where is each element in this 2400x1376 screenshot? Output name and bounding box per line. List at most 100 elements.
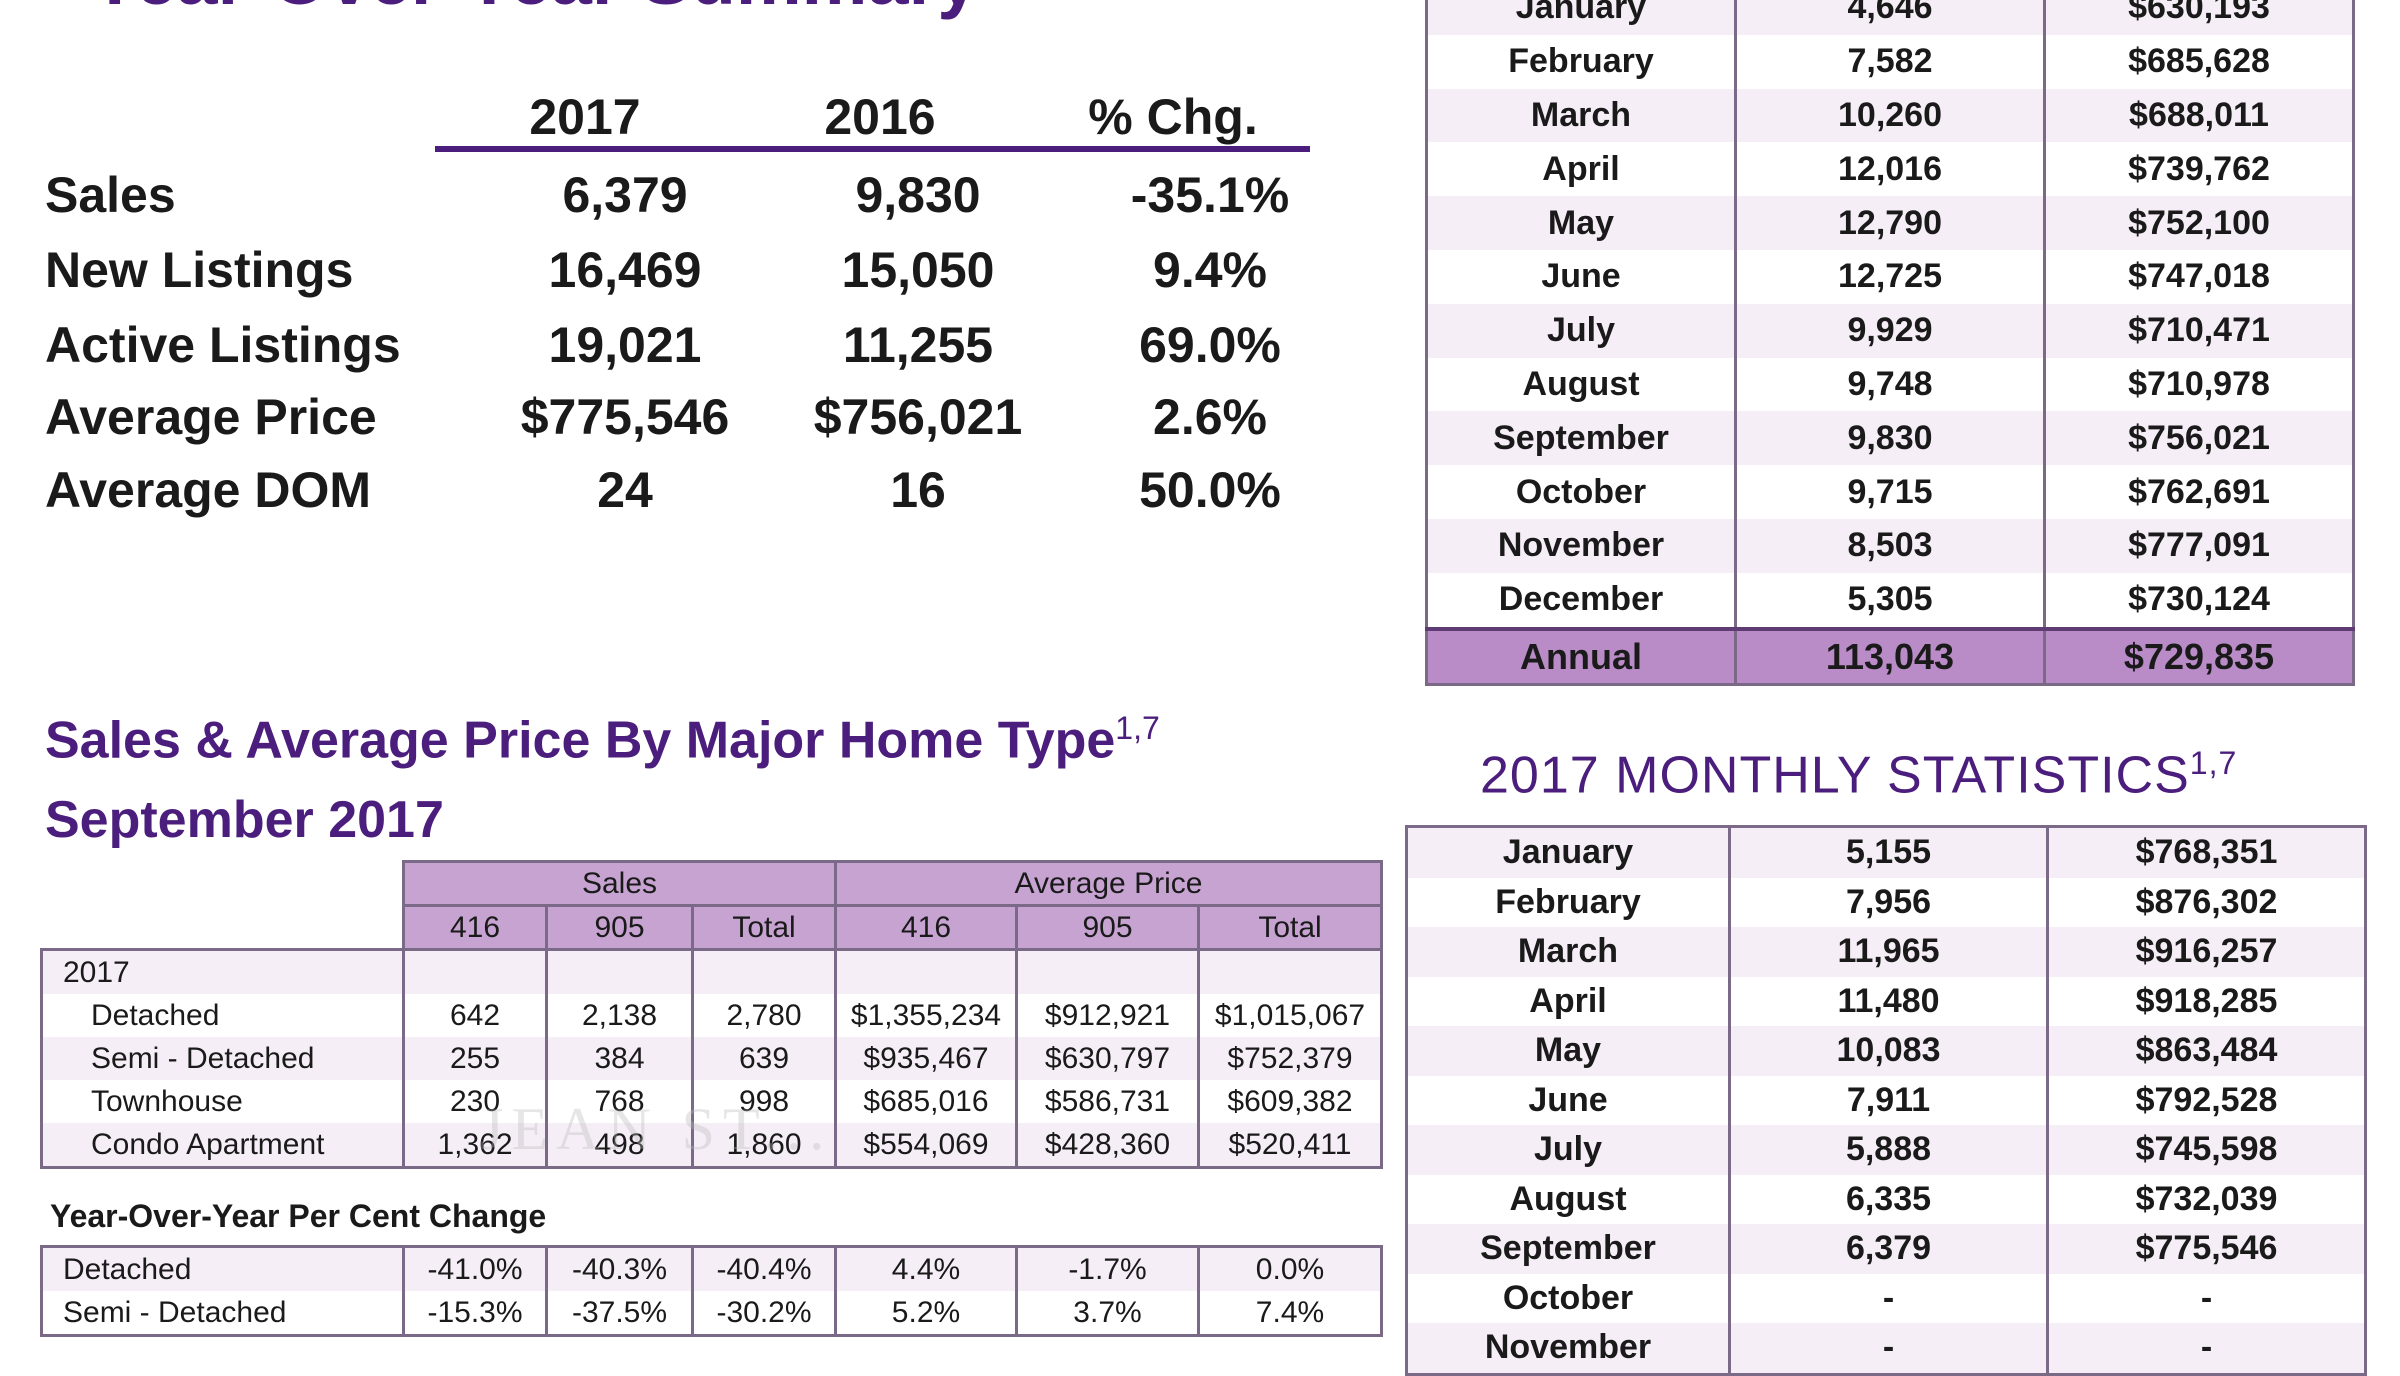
table-row: February 7,582 $685,628: [1427, 34, 2354, 89]
price-cell: $739,762: [2043, 142, 2354, 197]
watermark: JEAN ST...: [480, 1096, 833, 1162]
yoy-change-table-wrap: Detached -41.0% -40.3% -40.4% 4.4% -1.7%…: [40, 1245, 1383, 1337]
table-row: November 8,503 $777,091: [1426, 518, 2354, 573]
price-cell: $688,011: [2043, 88, 2354, 143]
month-cell: November: [1497, 526, 1665, 565]
col-header: Total: [691, 904, 837, 951]
sales-cell: 7,582: [1734, 34, 2045, 89]
change-value: -37.5%: [545, 1291, 693, 1336]
sales-cell: 5,888: [1728, 1125, 2048, 1175]
change-value: -1.7%: [1015, 1246, 1199, 1291]
yoy-change-title: Year-Over-Year Per Cent Change: [50, 1198, 547, 1234]
type-value: $752,379: [1197, 1037, 1382, 1080]
year-label: 2017: [63, 955, 130, 989]
yoy-row-average-price: Average Price $775,546 $756,021 2.6%: [45, 382, 1335, 452]
group-price-header: Average Price: [834, 860, 1383, 907]
type-name: Detached: [91, 998, 220, 1032]
price-cell: $710,471: [2043, 303, 2354, 358]
sales-cell: 6,335: [1728, 1174, 2048, 1224]
monthly-title-superscript: 1,7: [2189, 745, 2238, 781]
sales-cell: 11,480: [1728, 976, 2048, 1026]
type-value: $685,016: [834, 1080, 1017, 1123]
table-row: November - -: [1406, 1323, 2366, 1374]
change-value: 7.4%: [1197, 1291, 1382, 1336]
yoy-row-label: New Listings: [45, 242, 354, 298]
type-value: 384: [545, 1037, 693, 1080]
sales-cell: 9,715: [1734, 465, 2045, 519]
sales-cell: 5,155: [1728, 826, 2048, 878]
yoy-value-change: 2.6%: [1153, 389, 1267, 445]
yoy-value-change: -35.1%: [1130, 167, 1290, 223]
col-header: 416: [402, 904, 548, 951]
yoy-summary-title: Year-Over-Year Summary: [90, 0, 979, 16]
change-value: -30.2%: [691, 1291, 836, 1336]
type-value: 2,138: [545, 994, 693, 1037]
month-cell: March: [1530, 95, 1632, 134]
col-header: 905: [1015, 904, 1200, 951]
month-cell: October: [1502, 1278, 1634, 1317]
home-type-column-header: 416 905 Total 416 905 Total: [42, 904, 1383, 951]
price-cell: $768,351: [2046, 826, 2366, 878]
sales-cell: -: [1728, 1323, 2048, 1374]
sales-cell: -: [1728, 1273, 2048, 1323]
table-row: Condo Apartment 1,362 498 1,860 $554,069…: [41, 1123, 1382, 1168]
sales-cell: 9,748: [1734, 357, 2045, 412]
yoy-row-label: Average Price: [45, 389, 377, 445]
month-cell: January: [1502, 833, 1634, 872]
price-cell: $777,091: [2043, 518, 2354, 573]
group-sales-header: Sales: [402, 860, 837, 907]
type-value: 1,860: [691, 1123, 836, 1168]
change-value: 0.0%: [1197, 1246, 1382, 1291]
type-name: Semi - Detached: [91, 1041, 315, 1075]
price-cell: -: [2046, 1273, 2366, 1323]
type-value: 255: [402, 1037, 547, 1080]
month-cell: December: [1498, 580, 1664, 619]
price-cell: $685,628: [2043, 34, 2354, 89]
month-cell: May: [1534, 1031, 1602, 1070]
change-value: 5.2%: [834, 1291, 1017, 1336]
col-header: 905: [545, 904, 694, 951]
price-cell: $747,018: [2043, 249, 2354, 304]
month-cell: April: [1542, 149, 1620, 188]
yoy-header-2016: 2016: [824, 89, 936, 145]
table-row: February 7,956 $876,302: [1407, 877, 2366, 927]
yoy-row-active-listings: Active Listings 19,021 11,255 69.0%: [45, 310, 1335, 380]
sales-cell: 10,260: [1734, 88, 2045, 143]
sales-cell: 4,646: [1734, 0, 2045, 35]
yoy-value-2016: 16: [890, 462, 946, 518]
yoy-value-2017: 19,021: [548, 317, 702, 373]
sales-cell: 12,790: [1734, 196, 2045, 250]
yoy-value-2017: $775,546: [520, 389, 730, 445]
month-cell: August: [1509, 1179, 1627, 1218]
table-row: July 9,929 $710,471: [1426, 303, 2354, 358]
yoy-header-change: % Chg.: [1088, 89, 1258, 145]
month-cell: September: [1480, 1229, 1656, 1268]
monthly-statistics-title: 2017 MONTHLY STATISTICS1,7: [1480, 745, 2237, 805]
table-row: March 10,260 $688,011: [1426, 88, 2354, 143]
table-row: Semi - Detached 255 384 639 $935,467 $63…: [41, 1037, 1382, 1080]
month-cell: March: [1517, 932, 1619, 971]
type-value: 2,780: [691, 994, 836, 1037]
table-row: September 6,379 $775,546: [1406, 1224, 2366, 1274]
annual-total-row: Annual 113,043 $729,835: [1426, 628, 2354, 685]
type-value: 498: [545, 1123, 693, 1168]
month-cell: June: [1528, 1080, 1608, 1119]
month-cell: January: [1515, 0, 1647, 27]
table-row: September 9,830 $756,021: [1426, 411, 2354, 466]
change-value: -40.4%: [691, 1246, 836, 1291]
year-row: 2017: [41, 949, 1382, 994]
type-value: 1,362: [402, 1123, 547, 1168]
price-cell: $745,598: [2046, 1125, 2366, 1175]
yoy-row-label: Average DOM: [45, 462, 372, 518]
table-row: January 4,646 $630,193: [1426, 0, 2354, 35]
type-value: 230: [402, 1080, 547, 1123]
month-cell: August: [1522, 364, 1640, 403]
price-cell: $775,546: [2046, 1224, 2366, 1274]
table-row: Townhouse 230 768 998 $685,016 $586,731 …: [42, 1080, 1382, 1123]
month-cell: July: [1533, 1130, 1603, 1169]
price-cell: $762,691: [2043, 465, 2354, 519]
change-value: 3.7%: [1015, 1291, 1199, 1336]
home-type-table-wrap: Sales Average Price 416 905 Total 416 90…: [40, 860, 1383, 1169]
yoy-value-2017: 6,379: [562, 167, 688, 223]
home-type-group-header: Sales Average Price: [42, 860, 1383, 907]
